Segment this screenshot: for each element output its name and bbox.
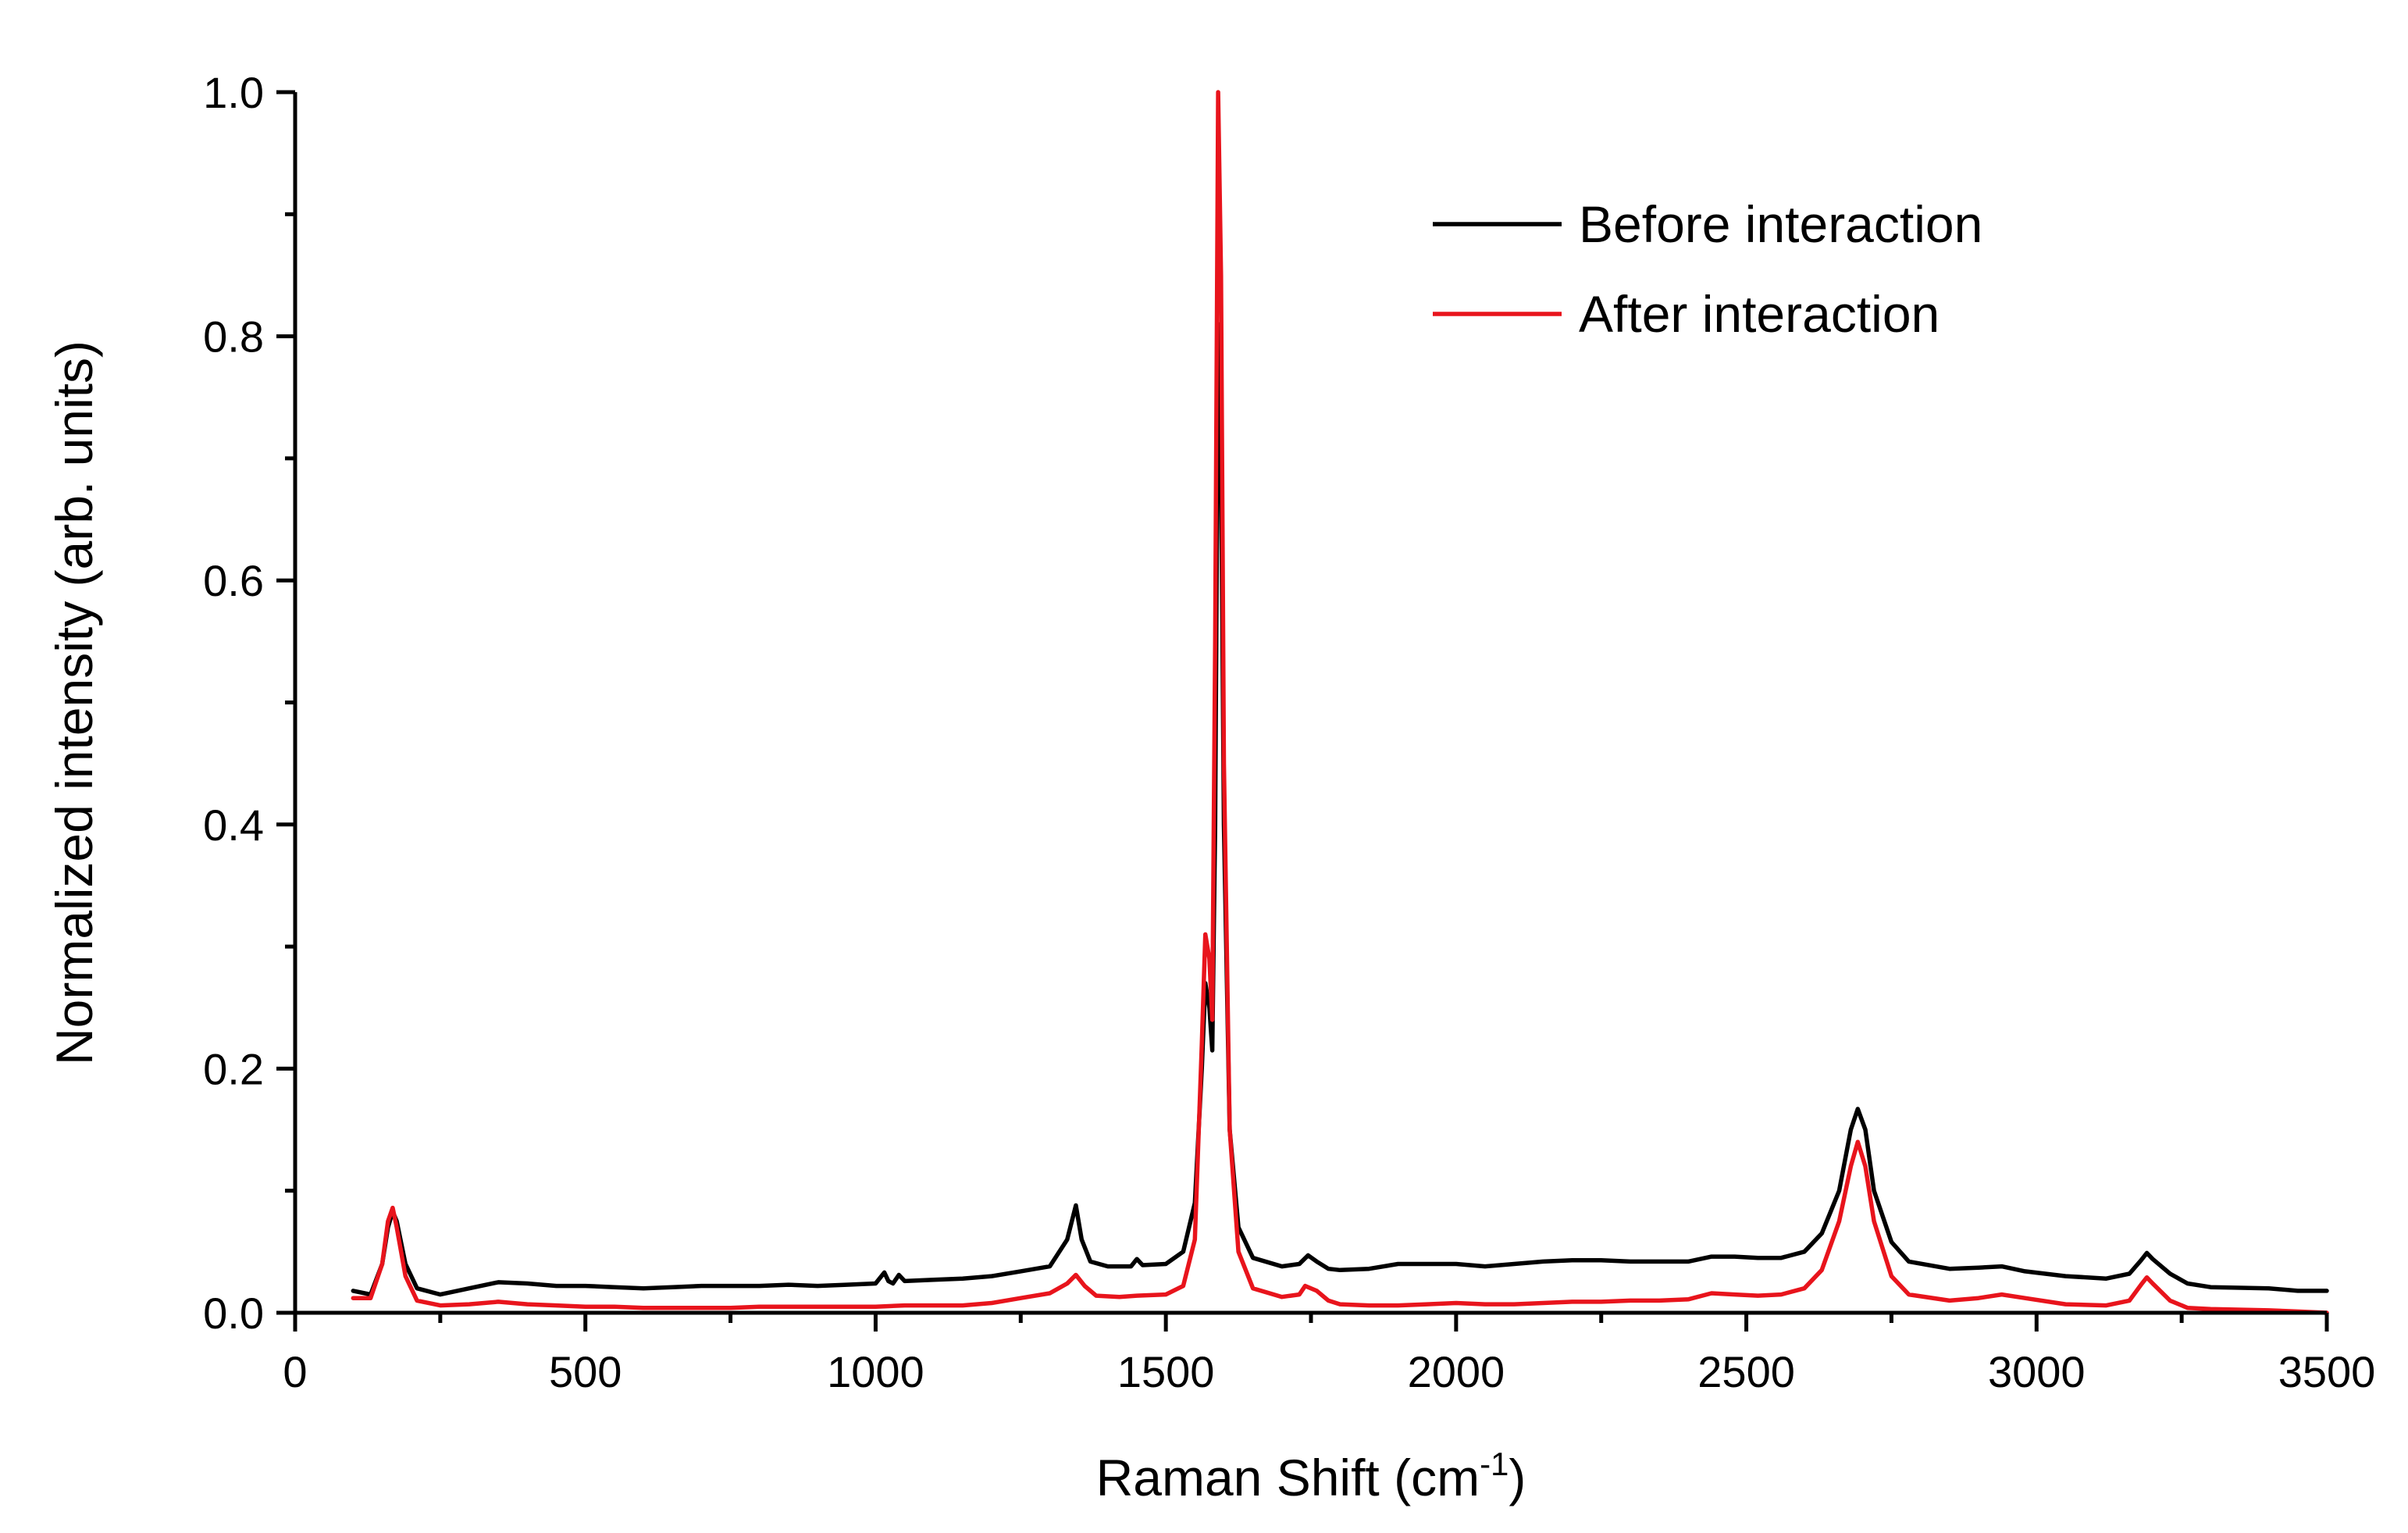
series-line-after <box>351 90 2329 1315</box>
x-axis-title: Raman Shift (cm-1) <box>1096 1446 1526 1506</box>
x-tick-label: 500 <box>549 1347 622 1396</box>
x-tick-label: 2500 <box>1697 1347 1795 1396</box>
axes-layer: 0 500 1000 1500 2000 2500 3000 3500 0.00.20.40.… <box>203 68 2375 1396</box>
y-tick-label: 0.6 <box>203 556 264 605</box>
series-layer <box>351 90 2329 1315</box>
x-tick-label: 1000 <box>827 1347 924 1396</box>
legend-label-after: After interaction <box>1579 285 1940 343</box>
y-tick-label: 0.2 <box>203 1044 264 1093</box>
x-tick-label: 1500 <box>1117 1347 1215 1396</box>
x-tick-label: 2000 <box>1408 1347 1505 1396</box>
plot-area <box>351 90 2329 1315</box>
y-tick-label: 0.0 <box>203 1289 264 1338</box>
legend: Before interaction After interaction <box>1433 195 1982 343</box>
legend-label-before: Before interaction <box>1579 195 1982 253</box>
y-tick-label: 0.4 <box>203 800 264 850</box>
x-tick-label: 3500 <box>2278 1347 2376 1396</box>
series-line-before <box>351 322 2329 1297</box>
y-tick-label: 0.8 <box>203 312 264 362</box>
x-ticks: 0 500 1000 1500 2000 2500 3000 3500 <box>283 1313 2375 1396</box>
y-axis-title: Normalized intensity (arb. units) <box>45 340 103 1065</box>
y-tick-label: 1.0 <box>203 68 264 117</box>
y-ticks: 0.0 0.2 0.4 0.6 0.8 1.0 <box>203 68 295 1338</box>
x-tick-label: 0 <box>283 1347 307 1396</box>
x-tick-label: 3000 <box>1988 1347 2086 1396</box>
